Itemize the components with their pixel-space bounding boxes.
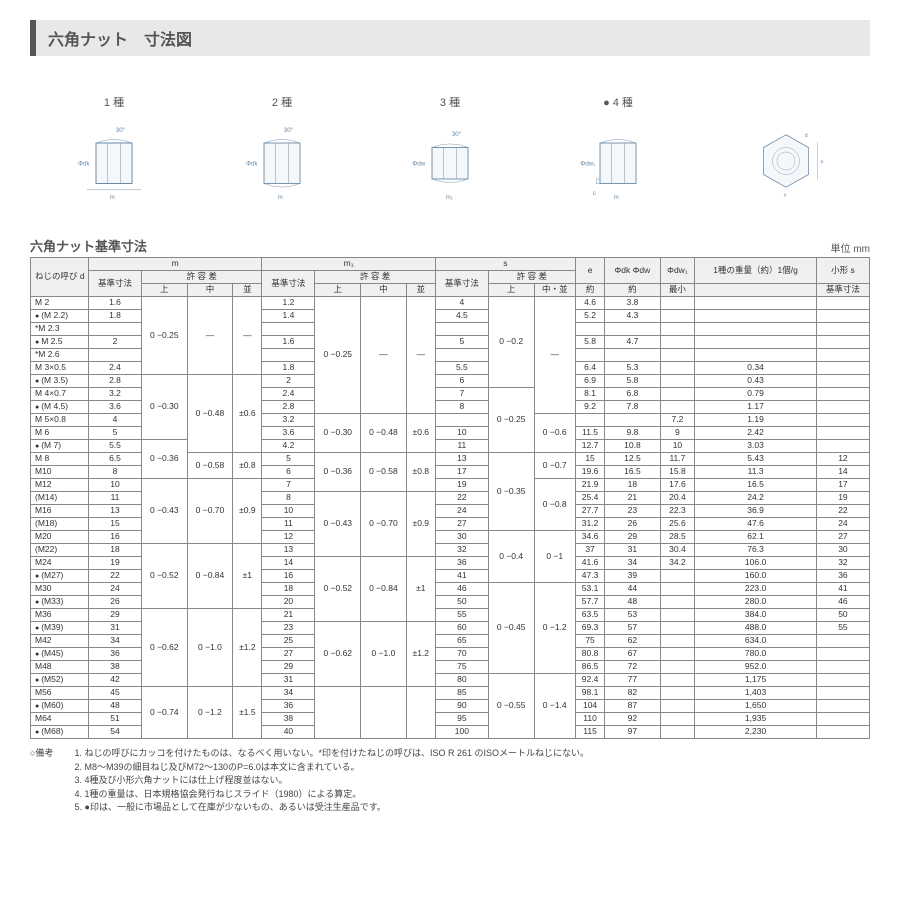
th-nami: 並 bbox=[406, 284, 435, 297]
table-row: M 21.60 −0.25——1.20 −0.25——40 −0.2—4.63.… bbox=[31, 297, 870, 310]
note-line: 5. ●印は、一般に市場品として在庫が少ないもの、あるいは受注生産品です。 bbox=[75, 801, 590, 815]
th-e: e bbox=[575, 258, 604, 284]
th-s-kijun: 基準寸法 bbox=[435, 271, 488, 297]
nut-diagram-type2: m Φdk 30° bbox=[237, 116, 327, 206]
th-m-kyoyo: 許 容 差 bbox=[141, 271, 261, 284]
dimension-table: ねじの呼び d m m₁ s e Φdk Φdw Φdw₁ 1種の重量（約）1個… bbox=[30, 257, 870, 739]
diagram-label-2: 2 種 bbox=[272, 94, 292, 110]
diagram-label-1: 1 種 bbox=[104, 94, 124, 110]
svg-text:Φdw: Φdw bbox=[412, 161, 426, 168]
table-unit: 単位 mm bbox=[831, 240, 870, 255]
table-row: (M 3.5)2.80 −0.300 −0.48±0.6266.95.80.43 bbox=[31, 375, 870, 388]
svg-text:Φdk: Φdk bbox=[78, 161, 91, 168]
th-m1-kyoyo: 許 容 差 bbox=[315, 271, 435, 284]
svg-text:s: s bbox=[784, 192, 787, 198]
table-row: M56450 −0.740 −1.2±1.5348598.1821,403 bbox=[31, 687, 870, 700]
diagram-label-3: 3 種 bbox=[440, 94, 460, 110]
notes-section: ○備考 1. ねじの呼びにカッコを付けたものは、なるべく用いない。*印を付けたね… bbox=[30, 747, 870, 815]
note-line: 2. M8〜M39の細目ねじ及びM72〜130のP=6.0は本文に含まれている。 bbox=[75, 761, 590, 775]
svg-text:m₁: m₁ bbox=[446, 194, 453, 201]
th-ue: 上 bbox=[315, 284, 361, 297]
nut-diagram-type3: m₁ Φdw 30° bbox=[405, 116, 495, 206]
th-kijun: 基準寸法 bbox=[816, 284, 869, 297]
svg-text:e: e bbox=[821, 159, 824, 165]
svg-text:m: m bbox=[110, 194, 115, 201]
nut-diagram-type1: m Φdk 30° bbox=[69, 116, 159, 206]
nut-diagram-hex-top: e s d bbox=[741, 116, 831, 206]
svg-text:Φdw₁: Φdw₁ bbox=[580, 161, 595, 168]
table-row: (M 7)5.50 −0.364.21112.710.8103.03 bbox=[31, 440, 870, 453]
th-m-kijun: 基準寸法 bbox=[89, 271, 142, 297]
table-row: (M22)180 −0.520 −0.84±11332373130.476.33… bbox=[31, 544, 870, 557]
note-line: 1. ねじの呼びにカッコを付けたものは、なるべく用いない。*印を付けたねじの呼び… bbox=[75, 747, 590, 761]
th-m1-kijun: 基準寸法 bbox=[262, 271, 315, 297]
th-naka: 中 bbox=[361, 284, 407, 297]
th-weight: 1種の重量（約）1個/g bbox=[695, 258, 817, 284]
th-d: ねじの呼び d bbox=[31, 258, 89, 297]
th-ue: 上 bbox=[488, 284, 534, 297]
th-yaku: 約 bbox=[605, 284, 660, 297]
svg-text:Φdk: Φdk bbox=[246, 161, 259, 168]
svg-text:30°: 30° bbox=[116, 126, 126, 134]
nut-diagram-type4: m Φdw₁ c bbox=[573, 116, 663, 206]
th-dw1: Φdw₁ bbox=[660, 258, 695, 284]
th-s: s bbox=[435, 258, 575, 271]
th-s-kyoyo: 許 容 差 bbox=[488, 271, 575, 284]
th-saisho: 最小 bbox=[660, 284, 695, 297]
th-nami: 並 bbox=[233, 284, 262, 297]
th-ue: 上 bbox=[141, 284, 187, 297]
page-title: 六角ナット 寸法図 bbox=[30, 20, 870, 56]
table-row: M36290 −0.620 −1.0±1.2215563.553384.050 bbox=[31, 609, 870, 622]
th-m1: m₁ bbox=[262, 258, 435, 271]
th-naka-nami: 中・並 bbox=[534, 284, 575, 297]
note-line: 4. 1種の重量は、日本規格協会発行ねじスライド（1980）による算定。 bbox=[75, 788, 590, 802]
note-line: 3. 4種及び小形六角ナットには仕上げ程度並はない。 bbox=[75, 774, 590, 788]
table-subtitle: 六角ナット基準寸法 bbox=[30, 236, 147, 255]
th-m: m bbox=[89, 258, 262, 271]
svg-text:c: c bbox=[593, 190, 596, 197]
notes-head: ○備考 bbox=[30, 747, 72, 761]
diagram-row: 1 種 m Φdk 30° 2 種 m Φdk 30° 3 種 m₁ Φdw 30° ● 4… bbox=[30, 76, 870, 206]
th-yaku: 約 bbox=[575, 284, 604, 297]
th-naka: 中 bbox=[187, 284, 233, 297]
th-dk: Φdk Φdw bbox=[605, 258, 660, 284]
table-row: M12100 −0.430 −0.70±0.97190 −0.821.91817… bbox=[31, 479, 870, 492]
svg-text:m: m bbox=[278, 194, 283, 201]
svg-text:d: d bbox=[805, 133, 808, 139]
svg-text:30°: 30° bbox=[452, 130, 462, 138]
svg-text:m: m bbox=[614, 194, 619, 201]
th-kogata: 小形 s bbox=[816, 258, 869, 284]
svg-text:30°: 30° bbox=[284, 126, 294, 134]
diagram-label-4: ● 4 種 bbox=[603, 94, 633, 110]
